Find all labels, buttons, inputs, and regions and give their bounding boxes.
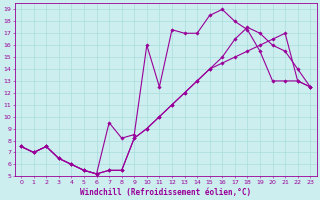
X-axis label: Windchill (Refroidissement éolien,°C): Windchill (Refroidissement éolien,°C)	[80, 188, 251, 197]
